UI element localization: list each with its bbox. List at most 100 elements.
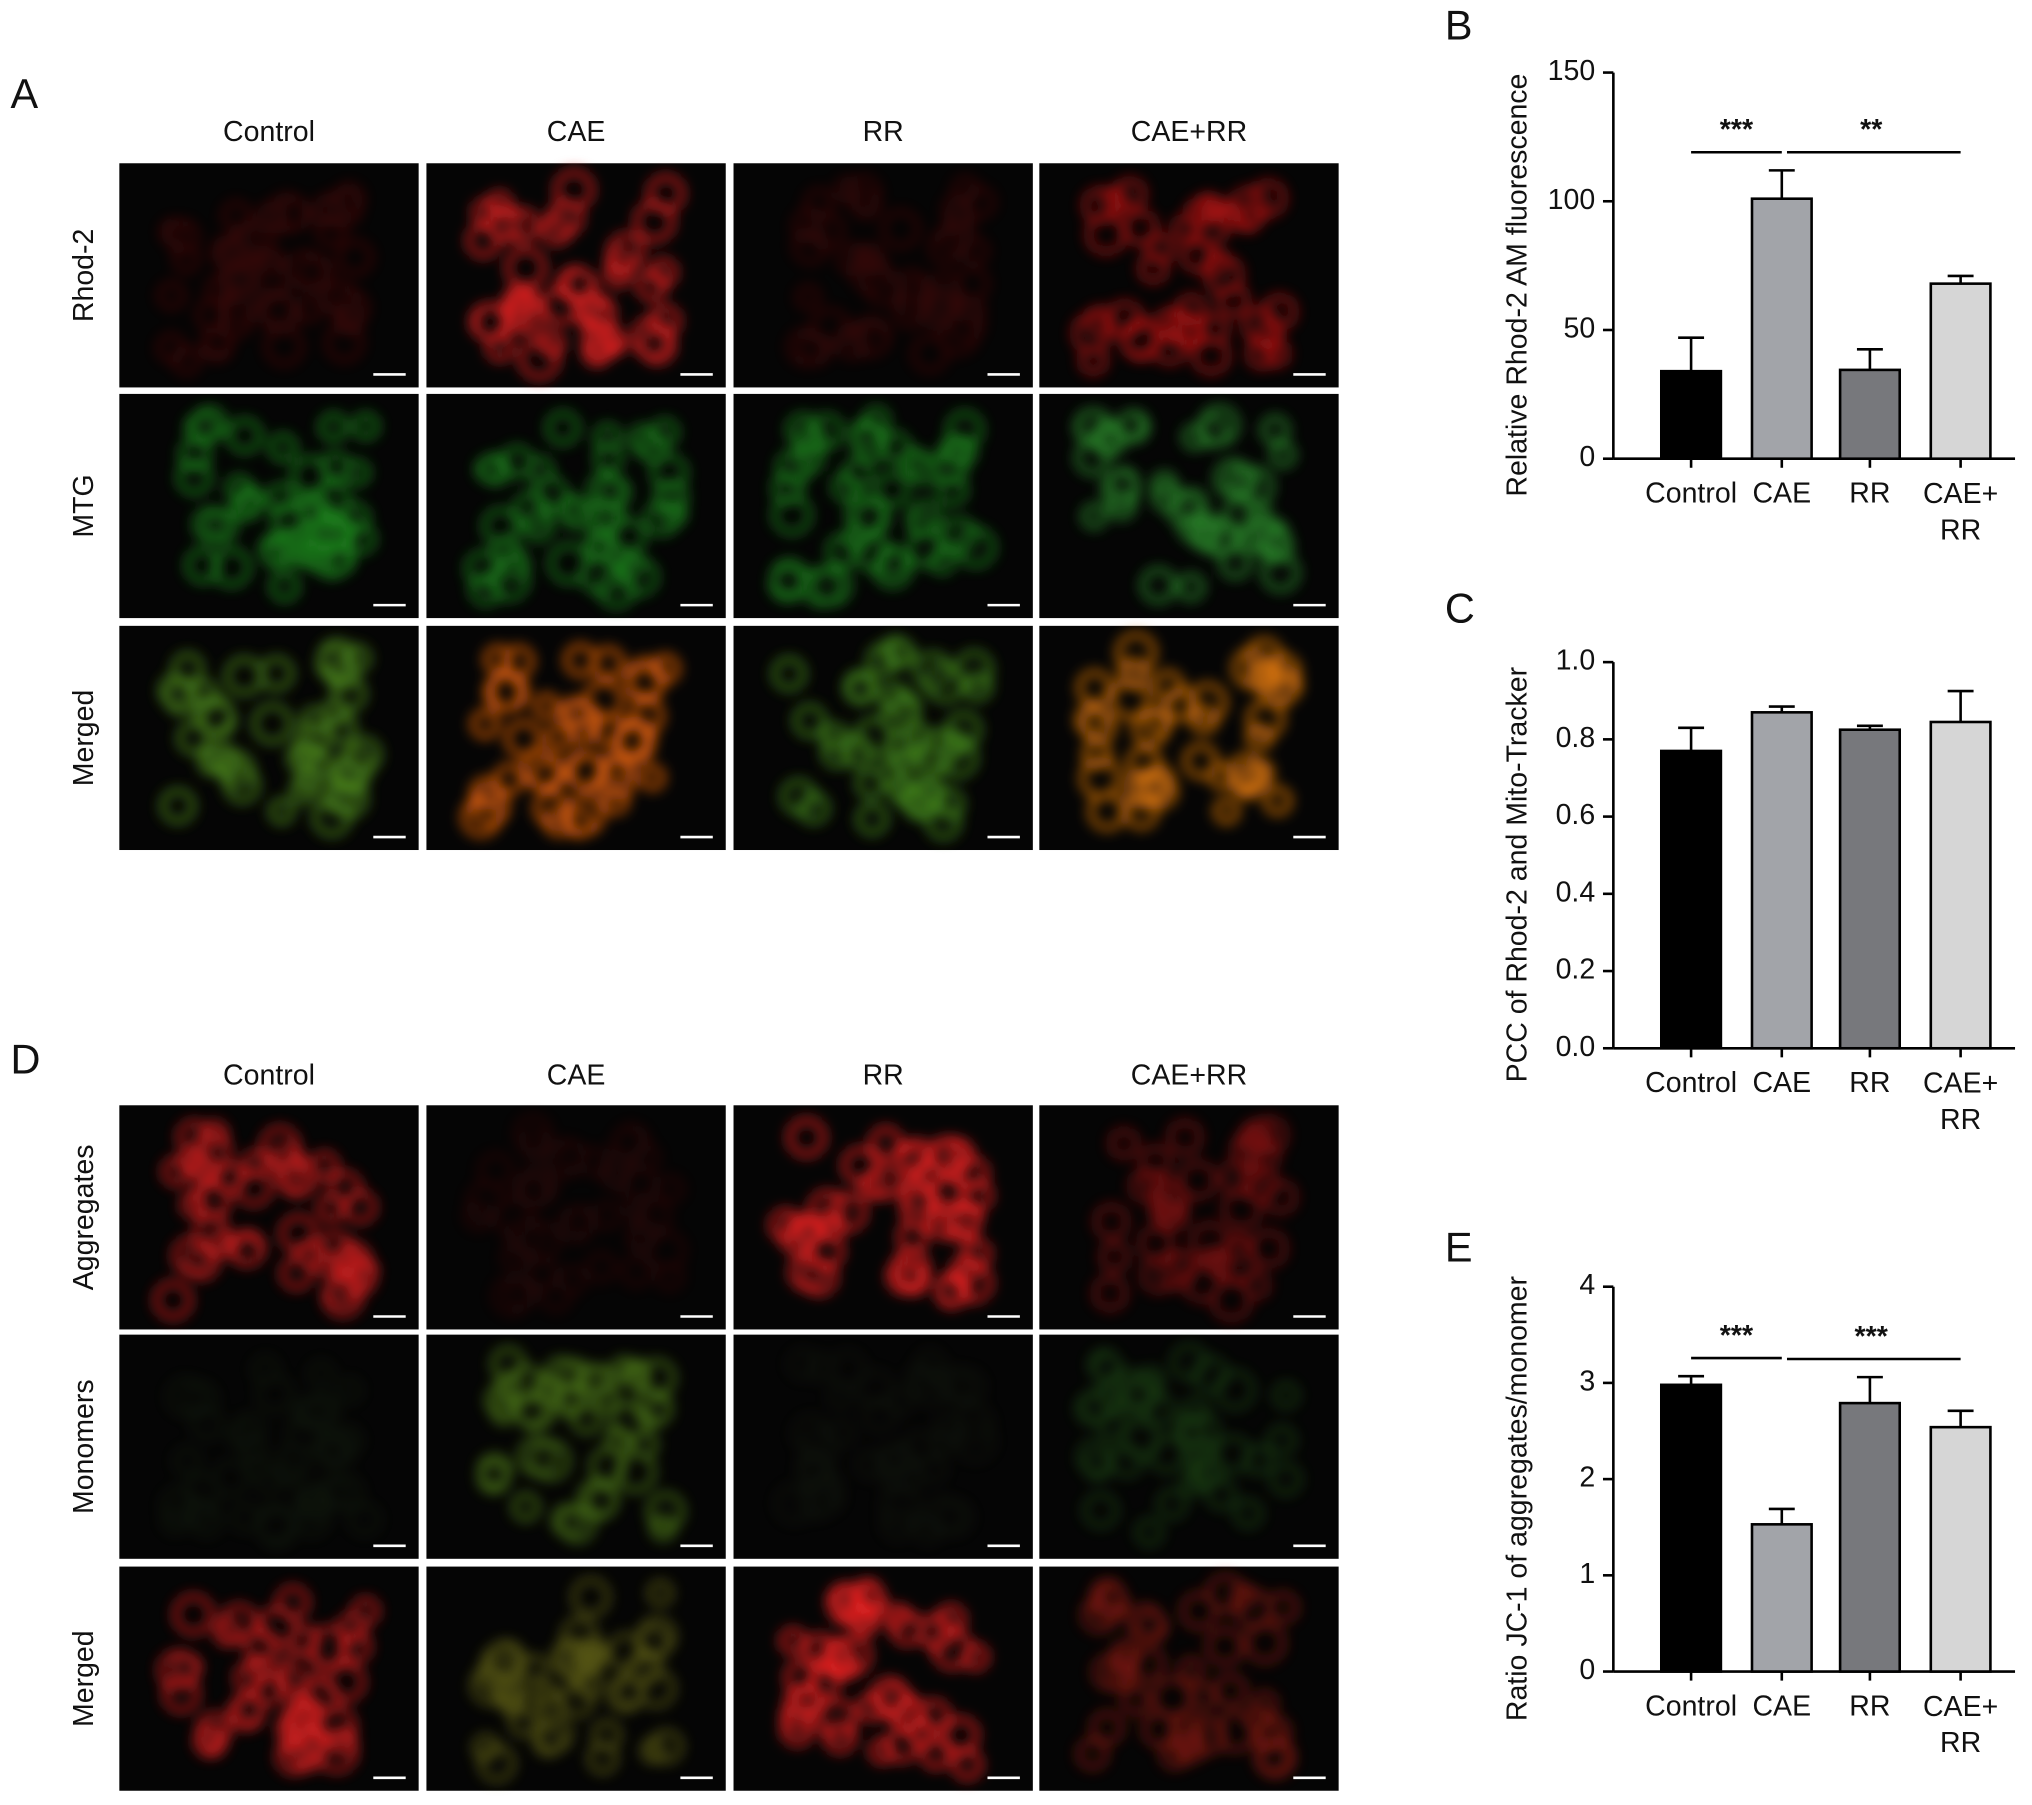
cell	[962, 671, 993, 702]
cell	[808, 1189, 847, 1228]
cell	[1233, 1589, 1273, 1628]
cell	[498, 548, 530, 580]
y-tick-label: 0.6	[1556, 799, 1596, 831]
y-tick-label: 1	[1579, 1558, 1595, 1590]
cell	[881, 1467, 910, 1496]
cell	[470, 1665, 511, 1706]
cell	[955, 527, 996, 568]
cell	[1176, 572, 1206, 602]
cell	[575, 1364, 607, 1396]
cell	[831, 472, 861, 502]
cell	[591, 646, 625, 680]
cell	[1228, 187, 1269, 228]
cell-cluster	[1074, 1343, 1303, 1547]
cell	[493, 763, 525, 795]
row-label: Monomers	[68, 1379, 100, 1514]
cell	[943, 434, 978, 468]
cell	[540, 213, 573, 246]
cell	[267, 192, 308, 234]
cell	[1234, 466, 1275, 507]
cell	[1180, 1591, 1218, 1630]
cell	[264, 326, 305, 367]
significance-label: **	[1860, 114, 1883, 146]
cell	[326, 1474, 364, 1512]
cell	[1148, 1195, 1179, 1226]
x-tick-label: CAE	[1752, 1690, 1811, 1722]
cell	[218, 263, 254, 299]
cell	[343, 644, 372, 673]
cell	[300, 1678, 341, 1718]
cell	[216, 237, 255, 276]
cell	[196, 1711, 232, 1748]
cell	[936, 1271, 972, 1307]
cell	[797, 1449, 835, 1488]
cell	[483, 645, 513, 674]
cell	[158, 674, 192, 708]
cell	[1140, 567, 1177, 604]
cell	[585, 1251, 617, 1283]
cell	[626, 1651, 662, 1687]
column-label: Control	[223, 1059, 315, 1091]
cell	[1173, 1412, 1206, 1444]
cell	[1159, 1738, 1191, 1770]
micrograph	[119, 1566, 419, 1791]
cell	[182, 1380, 219, 1418]
cell	[1242, 1444, 1274, 1476]
cell-cluster	[1092, 1116, 1298, 1321]
bar	[1659, 369, 1723, 460]
cell	[577, 1478, 619, 1520]
y-tick-label: 150	[1548, 55, 1596, 87]
cell	[243, 1453, 270, 1480]
cell-cluster	[464, 410, 689, 609]
micrograph	[426, 1105, 726, 1330]
cell	[806, 1665, 841, 1700]
cell	[1101, 470, 1140, 509]
cell	[226, 417, 263, 454]
significance-label: ***	[1720, 114, 1754, 146]
column-label: RR	[863, 1059, 904, 1091]
cell	[520, 1654, 549, 1683]
cell	[769, 1208, 803, 1243]
cell	[506, 1364, 546, 1404]
cell	[315, 1428, 356, 1470]
cell	[1151, 471, 1178, 498]
cell	[183, 1473, 222, 1512]
cell	[1081, 503, 1107, 530]
cell	[1076, 669, 1113, 706]
cell	[954, 266, 990, 302]
cell	[559, 696, 591, 729]
micrograph	[733, 625, 1033, 851]
cell	[906, 452, 939, 486]
cell	[484, 673, 523, 712]
cell	[192, 507, 228, 542]
cell	[593, 423, 622, 452]
cell	[318, 412, 349, 442]
cell	[925, 804, 962, 840]
cell	[565, 1205, 596, 1236]
cell	[551, 1504, 584, 1537]
significance-label: ***	[1855, 1321, 1889, 1353]
cell	[486, 205, 523, 243]
cell	[598, 475, 632, 509]
cell	[574, 1643, 607, 1676]
cell	[1205, 1627, 1245, 1666]
cell	[320, 1435, 350, 1464]
cell	[646, 1230, 687, 1271]
cell	[1124, 768, 1166, 810]
cell	[563, 807, 594, 838]
cell	[329, 762, 359, 792]
cell	[511, 1492, 541, 1522]
cell	[504, 207, 540, 243]
cell	[502, 645, 535, 678]
cell	[1258, 529, 1294, 565]
cell	[653, 479, 689, 515]
cell	[808, 413, 845, 450]
cell	[1170, 1251, 1197, 1278]
cell	[936, 474, 968, 506]
cell-cluster	[155, 182, 374, 376]
cell	[900, 1176, 938, 1214]
cell	[269, 571, 300, 602]
cell	[205, 1230, 233, 1258]
bar	[1929, 282, 1992, 460]
